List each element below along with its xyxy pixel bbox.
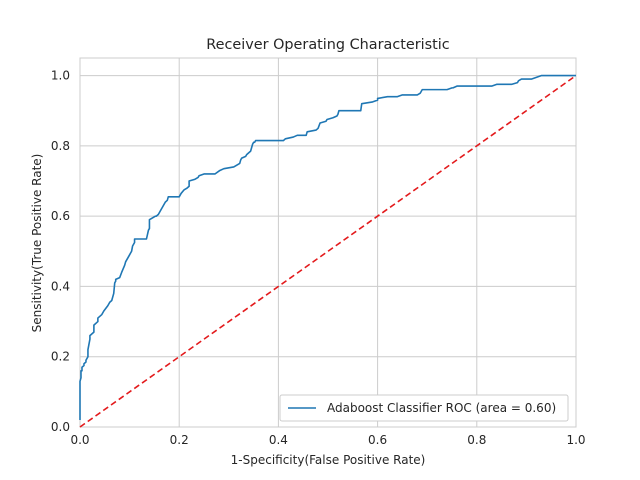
legend-box	[279, 394, 569, 422]
y-tick-label: 1.0	[51, 69, 70, 83]
x-tick-label: 1.0	[566, 433, 585, 447]
y-tick-label: 0.2	[51, 350, 70, 364]
legend-label: Adaboost Classifier ROC (area = 0.60)	[327, 401, 556, 415]
y-tick-label: 0.0	[51, 420, 70, 434]
x-tick-label: 0.6	[368, 433, 387, 447]
plot-area	[79, 57, 577, 428]
grid	[79, 58, 577, 428]
chance-diagonal-line	[79, 74, 577, 428]
y-tick-label: 0.4	[51, 279, 70, 293]
roc-curve-line	[79, 74, 576, 420]
series-group	[79, 74, 577, 428]
y-tick-label: 0.8	[51, 139, 70, 153]
x-tick-label: 0.4	[269, 433, 288, 447]
x-axis-label: 1-Specificity(False Positive Rate)	[231, 453, 426, 467]
x-tick-labels: 0.0 0.2 0.4 0.6 0.8 1.0	[70, 433, 585, 447]
y-axis-label: Sensitivity(True Positive Rate)	[30, 154, 44, 333]
y-tick-label: 0.6	[51, 209, 70, 223]
chart-title: Receiver Operating Characteristic	[206, 37, 450, 53]
x-tick-label: 0.0	[70, 433, 89, 447]
x-tick-label: 0.2	[170, 433, 189, 447]
y-tick-labels: 0.0 0.2 0.4 0.6 0.8 1.0	[51, 69, 70, 434]
legend: Adaboost Classifier ROC (area = 0.60)	[279, 394, 569, 422]
x-tick-label: 0.8	[467, 433, 486, 447]
